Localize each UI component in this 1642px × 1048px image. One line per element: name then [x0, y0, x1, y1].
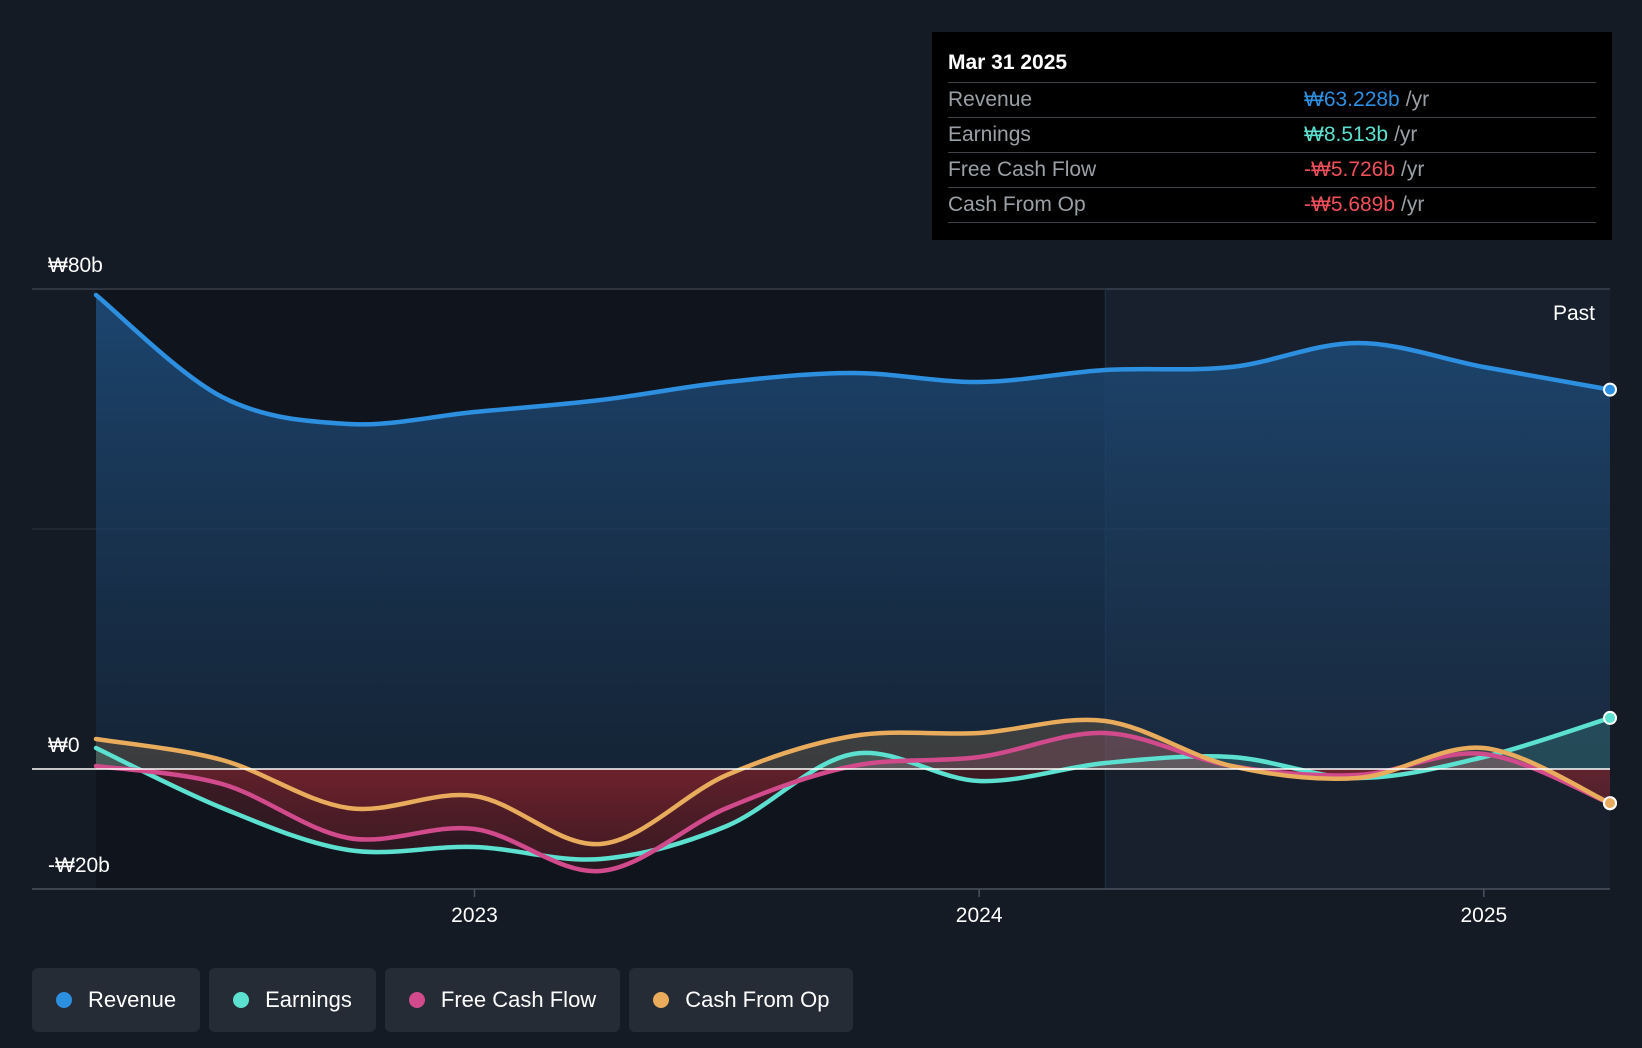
legend-item-revenue[interactable]: Revenue	[32, 968, 201, 1032]
x-tick-label: 2024	[956, 904, 1003, 927]
legend-label: Free Cash Flow	[440, 987, 597, 1012]
area-neg-cash-from-op	[96, 769, 1610, 845]
area-pos-free-cash-flow	[96, 732, 1610, 769]
endpoint-earnings	[1603, 710, 1617, 725]
tooltip-row-value: -₩5.689b	[1304, 193, 1396, 216]
series-lines	[93, 292, 1613, 874]
tooltip-row-unit: /yr	[1405, 88, 1430, 111]
y-tick-label: ₩0	[48, 734, 80, 757]
end-points	[1603, 382, 1617, 811]
past-label: Past	[1553, 302, 1595, 325]
y-tick-label: ₩80b	[48, 254, 103, 277]
area-pos-cash-from-op	[96, 719, 1610, 769]
legend-dot-icon	[653, 992, 670, 1008]
tooltip-row-label: Earnings	[948, 123, 1031, 146]
tooltip-row-free-cash-flow: Free Cash Flow -₩5.726b/yr	[948, 152, 1596, 187]
x-tick-label: 2023	[451, 904, 498, 927]
tooltip-row-label: Revenue	[948, 88, 1033, 111]
legend-dot-icon	[56, 992, 72, 1008]
tooltip-row-value: -₩5.726b	[1304, 158, 1396, 181]
tooltip-row-value: ₩63.228b	[1304, 88, 1400, 111]
y-tick-label: -₩20b	[48, 854, 110, 877]
endpoint-revenue	[1603, 382, 1617, 397]
line-free-cash-flow	[93, 730, 1613, 874]
axes: ₩80b ₩0 -₩20b 2023 2024 2025	[32, 254, 1610, 927]
tooltip-row-value: ₩8.513b	[1304, 123, 1389, 146]
legend: Revenue Earnings Free Cash Flow Cash From O…	[32, 968, 854, 1032]
tooltip-row-unit: /yr	[1401, 158, 1425, 181]
tooltip-panel: Mar 31 2025 Revenue ₩63.228b/yr Earnings ₩8…	[932, 32, 1612, 240]
line-revenue	[93, 292, 1613, 427]
legend-dot-icon	[233, 992, 250, 1008]
tooltip-row-label: Free Cash Flow	[948, 158, 1097, 181]
tooltip-row-unit: /yr	[1401, 193, 1425, 216]
line-cash-from-op	[93, 717, 1613, 847]
legend-dot-icon	[408, 992, 425, 1008]
legend-item-cash-from-op[interactable]: Cash From Op	[629, 968, 854, 1032]
legend-label: Revenue	[88, 987, 177, 1012]
legend-label: Cash From Op	[685, 987, 830, 1012]
legend-item-free-cash-flow[interactable]: Free Cash Flow	[384, 968, 621, 1032]
tooltip-row-unit: /yr	[1394, 123, 1418, 146]
legend-label: Earnings	[265, 987, 352, 1012]
tooltip-row-cash-from-op: Cash From Op -₩5.689b/yr	[948, 187, 1596, 223]
legend-item-earnings[interactable]: Earnings	[209, 968, 376, 1032]
endpoint-cash-from-op	[1603, 796, 1617, 811]
tooltip-row-revenue: Revenue ₩63.228b/yr	[948, 82, 1596, 117]
tooltip-date: Mar 31 2025	[948, 51, 1068, 74]
tooltip-row-label: Cash From Op	[948, 193, 1086, 216]
x-tick-label: 2025	[1460, 904, 1507, 927]
tooltip-row-earnings: Earnings ₩8.513b/yr	[948, 117, 1596, 152]
